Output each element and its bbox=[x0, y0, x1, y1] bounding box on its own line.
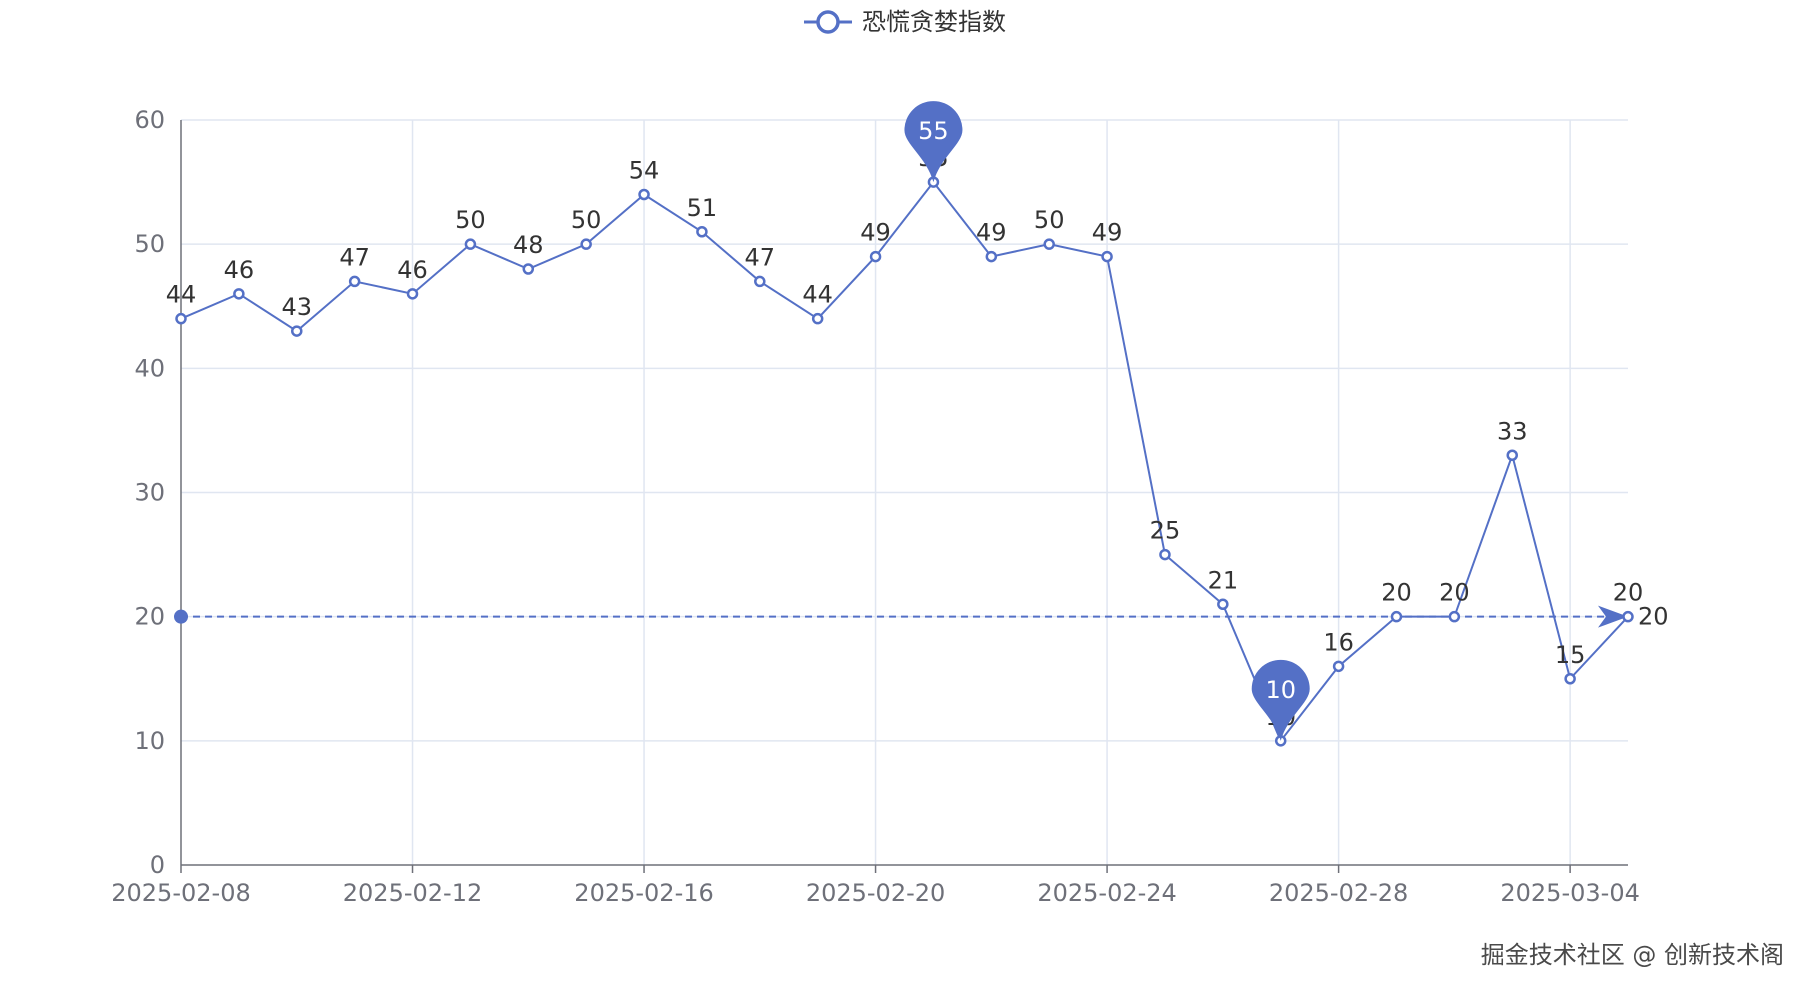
y-tick-label: 40 bbox=[134, 354, 165, 382]
max-mark-point[interactable]: 55 bbox=[904, 101, 963, 183]
watermark-text: 掘金技术社区 @ 创新技术阁 bbox=[1480, 941, 1784, 969]
data-label: 43 bbox=[281, 293, 312, 321]
data-label: 16 bbox=[1323, 628, 1354, 656]
data-label: 51 bbox=[687, 194, 718, 222]
data-label: 49 bbox=[1092, 219, 1123, 247]
data-point[interactable] bbox=[1448, 610, 1461, 623]
y-tick-label: 0 bbox=[150, 851, 165, 879]
data-point[interactable] bbox=[1217, 598, 1229, 610]
data-label: 50 bbox=[571, 206, 602, 234]
data-labels: 4446434746504850545147444955495049252110… bbox=[166, 144, 1644, 731]
data-label: 49 bbox=[976, 219, 1007, 247]
mark-line-start-dot bbox=[174, 609, 188, 624]
min-mark-point[interactable]: 10 bbox=[1251, 659, 1310, 741]
data-point[interactable] bbox=[811, 312, 824, 325]
x-tick-label: 2025-02-20 bbox=[806, 879, 945, 907]
grid-lines bbox=[181, 119, 1628, 865]
data-label: 20 bbox=[1613, 579, 1644, 607]
data-point[interactable] bbox=[869, 250, 882, 263]
data-point[interactable] bbox=[175, 312, 187, 325]
y-tick-label: 60 bbox=[134, 106, 165, 134]
max-mark-point-pin bbox=[904, 101, 963, 183]
data-label: 50 bbox=[1034, 206, 1065, 234]
x-tick-label: 2025-03-04 bbox=[1500, 879, 1639, 907]
data-label: 46 bbox=[397, 256, 428, 284]
data-point[interactable] bbox=[406, 288, 419, 300]
mark-points: 55 10 bbox=[904, 101, 1310, 741]
data-label: 54 bbox=[629, 157, 660, 185]
y-tick-label: 30 bbox=[134, 479, 165, 507]
data-point[interactable] bbox=[348, 275, 361, 288]
data-point[interactable] bbox=[1159, 548, 1171, 561]
data-point[interactable] bbox=[1101, 250, 1113, 263]
data-label: 33 bbox=[1497, 417, 1528, 445]
data-point[interactable] bbox=[1043, 238, 1055, 250]
x-tick-label: 2025-02-12 bbox=[343, 879, 482, 907]
data-point[interactable] bbox=[985, 250, 998, 263]
series-line bbox=[180, 180, 1629, 743]
data-label: 50 bbox=[455, 206, 486, 234]
data-point[interactable] bbox=[580, 238, 592, 250]
y-tick-label: 10 bbox=[134, 727, 165, 755]
series-line bbox=[180, 180, 1629, 743]
data-point[interactable] bbox=[1564, 673, 1576, 685]
legend-label: 恐慌贪婪指数 bbox=[862, 8, 1006, 36]
data-point[interactable] bbox=[233, 288, 245, 300]
data-label: 20 bbox=[1439, 579, 1470, 607]
min-mark-point-pin bbox=[1251, 659, 1310, 741]
data-label: 47 bbox=[339, 243, 370, 271]
data-point[interactable] bbox=[1332, 660, 1345, 673]
min-mark-point-label: 10 bbox=[1265, 676, 1296, 704]
data-point[interactable] bbox=[754, 275, 766, 288]
data-label: 21 bbox=[1208, 566, 1239, 594]
data-label: 20 bbox=[1381, 579, 1412, 607]
data-label: 47 bbox=[745, 243, 776, 271]
data-label: 44 bbox=[166, 281, 197, 309]
data-label: 46 bbox=[224, 256, 255, 284]
legend[interactable]: 恐慌贪婪指数 bbox=[804, 8, 1006, 36]
average-mark-line: 20 bbox=[174, 603, 1669, 631]
data-point[interactable] bbox=[638, 188, 650, 201]
data-point[interactable] bbox=[291, 325, 303, 337]
mark-line-label: 20 bbox=[1638, 603, 1669, 631]
data-point[interactable] bbox=[464, 238, 477, 250]
data-label: 49 bbox=[860, 219, 891, 247]
x-tick-label: 2025-02-28 bbox=[1269, 879, 1408, 907]
mark-line-arrow bbox=[1598, 605, 1628, 628]
data-point[interactable] bbox=[1622, 610, 1634, 623]
data-label: 25 bbox=[1150, 517, 1181, 545]
x-tick-label: 2025-02-16 bbox=[574, 879, 713, 907]
data-point[interactable] bbox=[1506, 449, 1518, 461]
data-points bbox=[175, 176, 1634, 747]
data-label: 48 bbox=[513, 231, 544, 259]
data-label: 15 bbox=[1555, 641, 1586, 669]
axes: 0 10 20 30 40 50 60 2025-02-08 2025-02-12 2025-02… bbox=[111, 106, 1640, 907]
data-point[interactable] bbox=[522, 263, 535, 275]
y-tick-label: 50 bbox=[134, 230, 165, 258]
data-point[interactable] bbox=[1390, 610, 1403, 623]
legend-marker[interactable] bbox=[816, 10, 840, 34]
x-tick-label: 2025-02-24 bbox=[1037, 879, 1176, 907]
x-tick-label: 2025-02-08 bbox=[111, 879, 250, 907]
data-point[interactable] bbox=[696, 226, 708, 238]
data-label: 44 bbox=[802, 281, 833, 309]
y-tick-label: 20 bbox=[134, 603, 165, 631]
max-mark-point-label: 55 bbox=[918, 117, 949, 145]
